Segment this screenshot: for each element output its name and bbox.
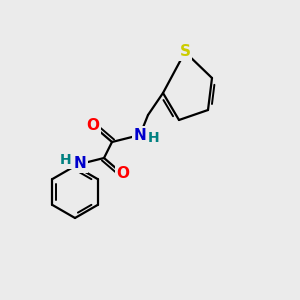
Text: O: O	[86, 118, 100, 134]
Text: N: N	[134, 128, 146, 142]
Text: H: H	[148, 131, 160, 145]
Text: O: O	[116, 167, 130, 182]
Text: S: S	[179, 44, 191, 59]
Text: N: N	[74, 157, 86, 172]
Text: H: H	[60, 153, 72, 167]
